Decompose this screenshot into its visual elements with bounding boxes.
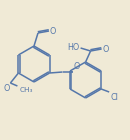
Text: HO: HO <box>67 43 80 52</box>
Text: CH₃: CH₃ <box>19 87 33 93</box>
Text: O: O <box>102 45 108 53</box>
Text: O: O <box>3 84 9 93</box>
Text: Cl: Cl <box>110 93 118 102</box>
Text: O: O <box>50 26 56 36</box>
Text: O: O <box>73 62 79 71</box>
